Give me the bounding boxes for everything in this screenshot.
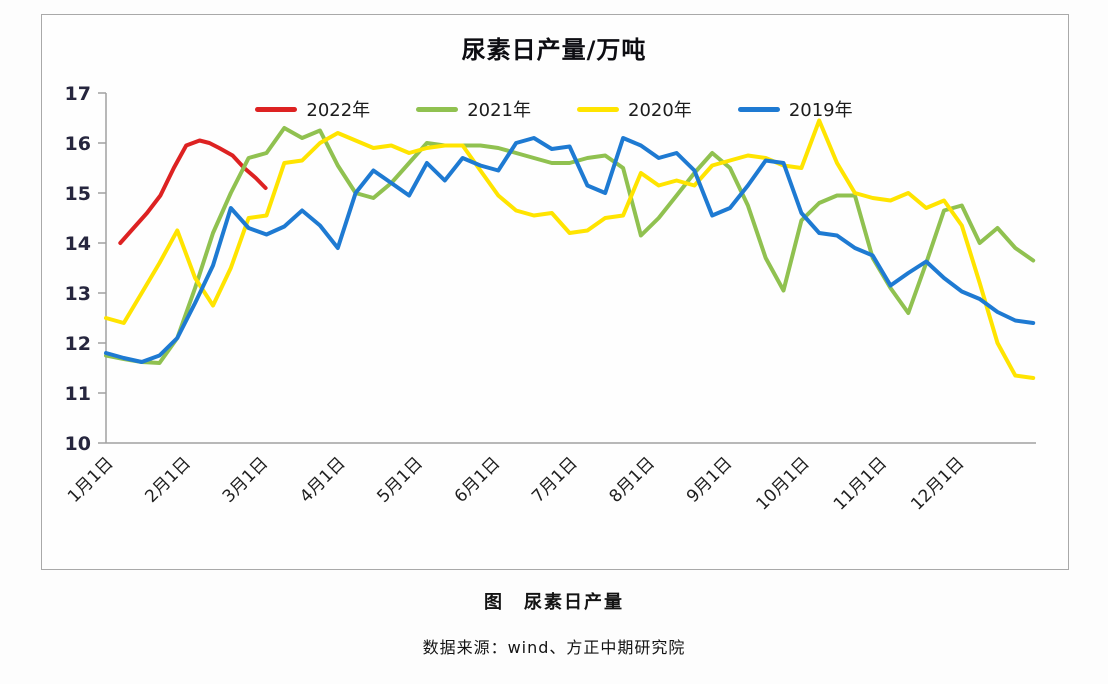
figure-caption: 图 尿素日产量 <box>484 592 624 613</box>
legend-swatch-2022 <box>255 106 298 112</box>
legend-item-2022: 2022年 <box>255 96 370 122</box>
chart-title: 尿素日产量/万吨 <box>461 36 647 64</box>
data-source-caption: 数据来源：wind、方正中期研究院 <box>422 638 686 657</box>
legend-item-2020: 2020年 <box>577 96 692 122</box>
legend-swatch-2019 <box>737 106 780 112</box>
legend-swatch-2021 <box>416 106 459 112</box>
legend-swatch-2020 <box>577 106 619 112</box>
legend-label-2020: 2020年 <box>628 100 692 121</box>
legend-label-2021: 2021年 <box>467 100 531 121</box>
legend-item-2019: 2019年 <box>737 96 853 122</box>
legend-item-2021: 2021年 <box>416 96 531 122</box>
legend-label-2019: 2019年 <box>788 100 853 121</box>
legend: 2022年 2021年 2020年 2019年 <box>0 96 1108 122</box>
legend-label-2022: 2022年 <box>306 100 371 121</box>
